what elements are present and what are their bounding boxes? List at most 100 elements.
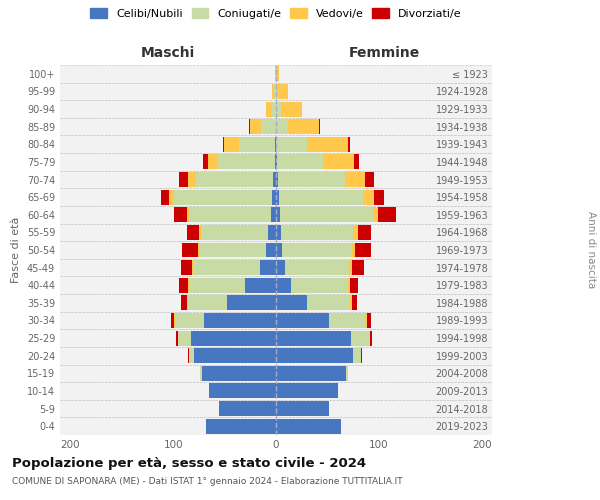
Bar	[266, 242, 276, 258]
Bar	[276, 366, 346, 381]
Bar	[276, 137, 307, 152]
Bar	[276, 278, 292, 292]
Bar	[250, 119, 260, 134]
Bar	[239, 137, 275, 152]
Bar	[276, 348, 353, 363]
Bar	[268, 225, 276, 240]
Bar	[176, 330, 178, 345]
Bar	[276, 119, 289, 134]
Bar	[276, 296, 307, 310]
Bar	[276, 330, 351, 345]
Bar	[266, 102, 271, 116]
Bar	[188, 348, 194, 363]
Bar	[188, 296, 227, 310]
Bar	[353, 348, 361, 363]
Bar	[187, 225, 199, 240]
Bar	[187, 208, 188, 222]
Bar	[224, 137, 239, 152]
Bar	[276, 208, 280, 222]
Bar	[281, 102, 302, 116]
Bar	[275, 66, 276, 82]
Bar	[365, 172, 374, 187]
Bar	[245, 278, 276, 292]
Bar	[354, 154, 359, 170]
Bar	[276, 84, 278, 99]
Bar	[271, 208, 276, 222]
Bar	[282, 242, 352, 258]
Bar	[348, 278, 350, 292]
Bar	[182, 242, 198, 258]
Bar	[161, 190, 169, 204]
Bar	[188, 278, 245, 292]
Bar	[260, 260, 276, 275]
Bar	[188, 208, 271, 222]
Bar	[273, 172, 276, 187]
Bar	[350, 278, 358, 292]
Bar	[345, 172, 365, 187]
Text: COMUNE DI SAPONARA (ME) - Dati ISTAT 1° gennaio 2024 - Elaborazione TUTTITALIA.I: COMUNE DI SAPONARA (ME) - Dati ISTAT 1° …	[12, 478, 403, 486]
Bar	[276, 242, 282, 258]
Bar	[367, 313, 371, 328]
Y-axis label: Fasce di età: Fasce di età	[11, 217, 21, 283]
Bar	[194, 348, 276, 363]
Bar	[378, 208, 397, 222]
Bar	[175, 313, 204, 328]
Bar	[276, 418, 341, 434]
Bar	[358, 225, 371, 240]
Legend: Celibi/Nubili, Coniugati/e, Vedovi/e, Divorziati/e: Celibi/Nubili, Coniugati/e, Vedovi/e, Di…	[86, 4, 466, 24]
Bar	[202, 366, 276, 381]
Bar	[355, 242, 371, 258]
Bar	[227, 296, 276, 310]
Bar	[276, 172, 278, 187]
Bar	[289, 119, 319, 134]
Bar	[352, 260, 364, 275]
Bar	[179, 172, 188, 187]
Bar	[323, 154, 354, 170]
Bar	[174, 313, 175, 328]
Bar	[352, 296, 357, 310]
Bar	[348, 137, 350, 152]
Bar	[187, 296, 188, 310]
Bar	[200, 366, 202, 381]
Bar	[274, 84, 276, 99]
Bar	[276, 66, 279, 82]
Bar	[169, 190, 174, 204]
Bar	[174, 208, 187, 222]
Bar	[181, 296, 187, 310]
Bar	[188, 172, 196, 187]
Bar	[353, 225, 358, 240]
Bar	[275, 137, 276, 152]
Bar	[223, 137, 224, 152]
Bar	[277, 154, 323, 170]
Bar	[171, 313, 174, 328]
Bar	[181, 260, 191, 275]
Bar	[201, 225, 268, 240]
Bar	[272, 84, 274, 99]
Bar	[276, 225, 281, 240]
Bar	[280, 208, 373, 222]
Bar	[276, 190, 279, 204]
Bar	[209, 384, 276, 398]
Bar	[307, 137, 348, 152]
Text: Femmine: Femmine	[349, 46, 419, 60]
Bar	[281, 225, 353, 240]
Bar	[352, 242, 355, 258]
Bar	[350, 296, 352, 310]
Bar	[279, 190, 364, 204]
Bar	[196, 172, 273, 187]
Bar	[329, 313, 365, 328]
Bar	[365, 313, 367, 328]
Bar	[276, 154, 277, 170]
Bar	[178, 330, 191, 345]
Bar	[218, 154, 275, 170]
Bar	[206, 418, 276, 434]
Bar	[346, 366, 348, 381]
Bar	[249, 119, 250, 134]
Bar	[220, 401, 276, 416]
Bar	[179, 278, 188, 292]
Text: Popolazione per età, sesso e stato civile - 2024: Popolazione per età, sesso e stato civil…	[12, 458, 366, 470]
Bar	[278, 172, 345, 187]
Bar	[351, 330, 370, 345]
Bar	[272, 190, 276, 204]
Bar	[276, 260, 285, 275]
